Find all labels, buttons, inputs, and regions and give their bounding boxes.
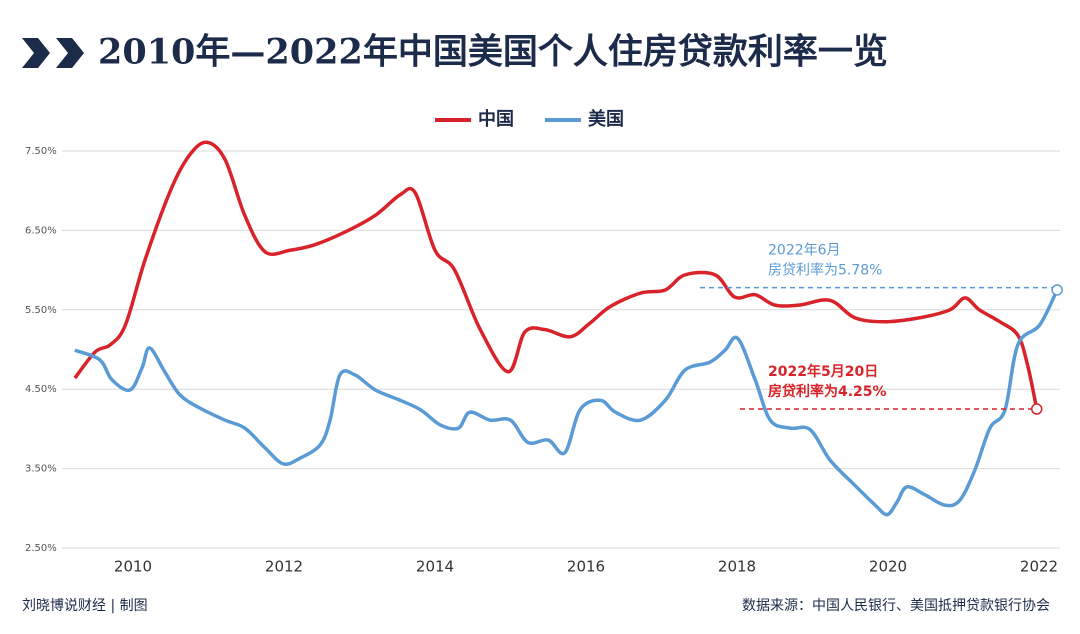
- x-tick-label: 2014: [416, 558, 454, 576]
- y-tick-label: 6.50%: [25, 225, 57, 236]
- series-line: [73, 140, 1039, 410]
- annotation-text: 2022年6月: [768, 243, 841, 259]
- y-tick-label: 7.50%: [25, 146, 57, 157]
- chart-title: 2010年—2022年中国美国个人住房贷款利率一览: [98, 32, 888, 73]
- end-marker: [1051, 284, 1063, 296]
- x-tick-label: 2010: [114, 558, 152, 576]
- end-marker: [1030, 403, 1043, 415]
- annotation-text: 房贷利率为5.78%: [768, 262, 882, 279]
- x-tick-label: 2018: [718, 558, 756, 576]
- credit: 刘晓博说财经 | 制图: [22, 597, 148, 614]
- title-icon: [22, 38, 84, 68]
- legend-label: 美国: [588, 108, 624, 130]
- x-tick-label: 2016: [567, 558, 605, 576]
- annotation-text: 2022年5月20日: [768, 363, 878, 380]
- y-tick-label: 3.50%: [25, 464, 57, 475]
- annotation-text: 房贷利率为4.25%: [768, 383, 887, 400]
- y-tick-label: 5.50%: [25, 305, 57, 316]
- y-tick-label: 2.50%: [25, 543, 57, 554]
- source: 数据来源：中国人民银行、美国抵押贷款银行协会: [742, 598, 1050, 614]
- y-tick-label: 4.50%: [25, 384, 57, 395]
- legend-label: 中国: [478, 108, 514, 130]
- x-tick-label: 2020: [869, 558, 907, 576]
- x-tick-label: 2022: [1020, 558, 1058, 576]
- series-line: [74, 289, 1059, 517]
- x-tick-label: 2012: [265, 558, 303, 576]
